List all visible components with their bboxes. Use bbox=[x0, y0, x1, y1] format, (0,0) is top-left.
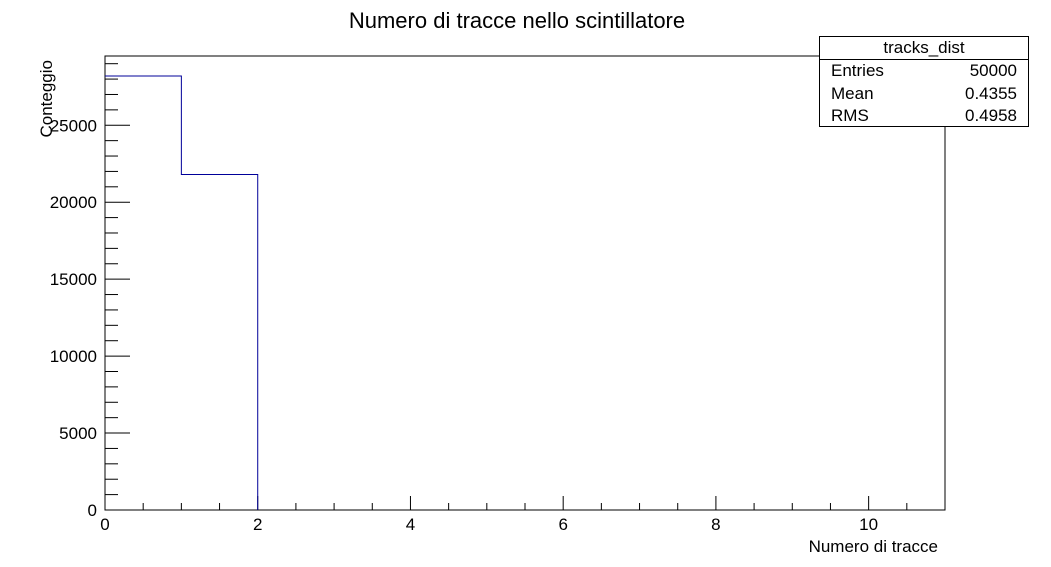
y-tick-label: 5000 bbox=[59, 424, 97, 443]
statistics-value: 50000 bbox=[969, 61, 1017, 80]
chart-title: Numero di tracce nello scintillatore bbox=[349, 8, 685, 33]
y-tick-label: 15000 bbox=[50, 270, 97, 289]
histogram-bin bbox=[181, 175, 257, 510]
statistics-row-rms: RMS 0.4958 bbox=[820, 105, 1028, 128]
x-tick-label: 6 bbox=[558, 515, 567, 534]
statistics-box-title: tracks_dist bbox=[820, 37, 1028, 60]
statistics-value: 0.4958 bbox=[965, 106, 1017, 125]
x-tick-label: 4 bbox=[406, 515, 415, 534]
y-tick-label: 10000 bbox=[50, 347, 97, 366]
x-tick-label: 10 bbox=[859, 515, 878, 534]
statistics-row-entries: Entries 50000 bbox=[820, 60, 1028, 83]
y-tick-label: 0 bbox=[88, 501, 97, 520]
statistics-value: 0.4355 bbox=[965, 83, 1017, 103]
statistics-label: Mean bbox=[831, 83, 874, 103]
y-tick-label: 25000 bbox=[50, 116, 97, 135]
statistics-row-mean: Mean 0.4355 bbox=[820, 83, 1028, 106]
histogram-outline bbox=[105, 75, 259, 510]
y-tick-label: 20000 bbox=[50, 193, 97, 212]
x-tick-label: 8 bbox=[711, 515, 720, 534]
y-axis-label: Conteggio bbox=[37, 60, 56, 138]
statistics-label: Entries bbox=[831, 61, 884, 80]
statistics-label: RMS bbox=[831, 106, 869, 125]
x-axis-label: Numero di tracce bbox=[809, 537, 938, 556]
x-tick-label: 0 bbox=[100, 515, 109, 534]
x-tick-label: 2 bbox=[253, 515, 262, 534]
statistics-box: tracks_dist Entries 50000 Mean 0.4355 RM… bbox=[819, 36, 1029, 127]
